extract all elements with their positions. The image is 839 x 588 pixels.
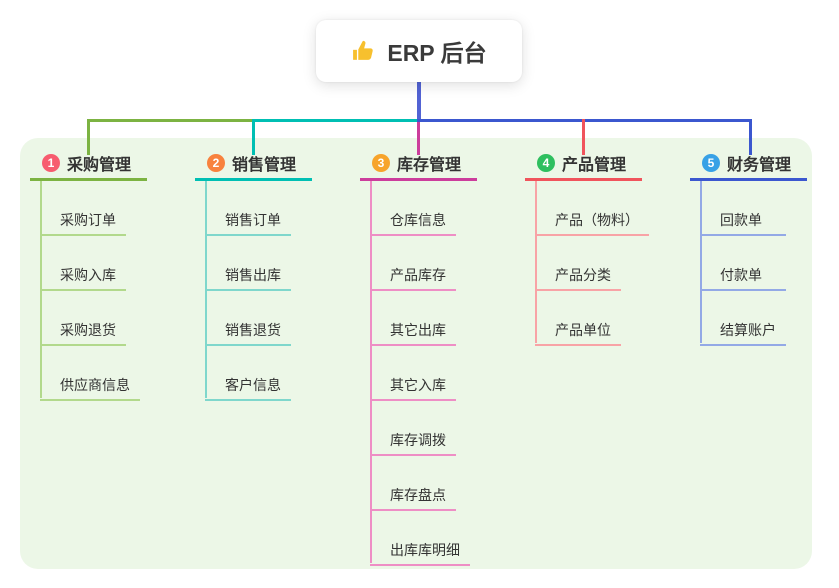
root-node-label: ERP 后台	[387, 40, 487, 66]
branch-node-product[interactable]: 4 产品管理	[525, 148, 642, 181]
node-customer-info[interactable]: 客户信息	[205, 375, 291, 401]
connector-drop-finance	[749, 119, 752, 155]
badge-number-4: 4	[537, 154, 555, 172]
node-other-outbound[interactable]: 其它出库	[370, 320, 456, 346]
thumbs-up-icon	[353, 40, 374, 60]
badge-number-5: 5	[702, 154, 720, 172]
node-product-stock[interactable]: 产品库存	[370, 265, 456, 291]
connector-drop-purchase	[87, 119, 90, 155]
connector-drop-sales	[252, 119, 255, 155]
branch-node-sales[interactable]: 2 销售管理	[195, 148, 312, 181]
node-sales-order[interactable]: 销售订单	[205, 210, 291, 236]
branch-node-inventory[interactable]: 3 库存管理	[360, 148, 477, 181]
root-node-erp-backend[interactable]: ERP 后台	[316, 20, 522, 82]
node-outbound-detail[interactable]: 出库库明细	[370, 540, 470, 566]
node-sales-outbound[interactable]: 销售出库	[205, 265, 291, 291]
branch-node-purchase[interactable]: 1 采购管理	[30, 148, 147, 181]
node-settlement-account[interactable]: 结算账户	[700, 320, 786, 346]
node-purchase-return[interactable]: 采购退货	[40, 320, 126, 346]
node-product-category[interactable]: 产品分类	[535, 265, 621, 291]
branch-label-inventory: 库存管理	[397, 157, 462, 174]
node-receipt-bill[interactable]: 回款单	[700, 210, 786, 236]
connector-drop-product	[582, 119, 585, 155]
node-purchase-inbound[interactable]: 采购入库	[40, 265, 126, 291]
connector-segment-green	[87, 119, 254, 122]
branch-label-product: 产品管理	[562, 157, 627, 174]
node-product-unit[interactable]: 产品单位	[535, 320, 621, 346]
node-product-material[interactable]: 产品（物料）	[535, 210, 649, 236]
branch-purchase: 1 采购管理 采购订单 采购入库 采购退货 供应商信息	[30, 148, 182, 401]
badge-number-3: 3	[372, 154, 390, 172]
connector-stem	[417, 82, 421, 120]
branch-finance: 5 财务管理 回款单 付款单 结算账户	[690, 148, 839, 346]
branch-node-finance[interactable]: 5 财务管理	[690, 148, 807, 181]
branch-sales: 2 销售管理 销售订单 销售出库 销售退货 客户信息	[195, 148, 347, 401]
branches-panel	[20, 138, 812, 569]
node-warehouse-info[interactable]: 仓库信息	[370, 210, 456, 236]
branch-tree-line	[700, 181, 702, 343]
node-supplier-info[interactable]: 供应商信息	[40, 375, 140, 401]
badge-number-2: 2	[207, 154, 225, 172]
branch-tree-line	[535, 181, 537, 343]
node-payment-bill[interactable]: 付款单	[700, 265, 786, 291]
node-purchase-order[interactable]: 采购订单	[40, 210, 126, 236]
connector-segment-teal	[252, 119, 420, 122]
branch-tree-line	[370, 181, 372, 563]
branch-product: 4 产品管理 产品（物料） 产品分类 产品单位	[525, 148, 677, 346]
node-stock-count[interactable]: 库存盘点	[370, 485, 456, 511]
branch-inventory: 3 库存管理 仓库信息 产品库存 其它出库 其它入库 库存调拨 库存盘点 出库库…	[360, 148, 512, 566]
branch-label-finance: 财务管理	[727, 157, 792, 174]
connector-drop-inventory	[417, 122, 420, 155]
branch-label-purchase: 采购管理	[67, 157, 132, 174]
node-stock-transfer[interactable]: 库存调拨	[370, 430, 456, 456]
node-sales-return[interactable]: 销售退货	[205, 320, 291, 346]
branch-label-sales: 销售管理	[232, 157, 297, 174]
node-other-inbound[interactable]: 其它入库	[370, 375, 456, 401]
badge-number-1: 1	[42, 154, 60, 172]
